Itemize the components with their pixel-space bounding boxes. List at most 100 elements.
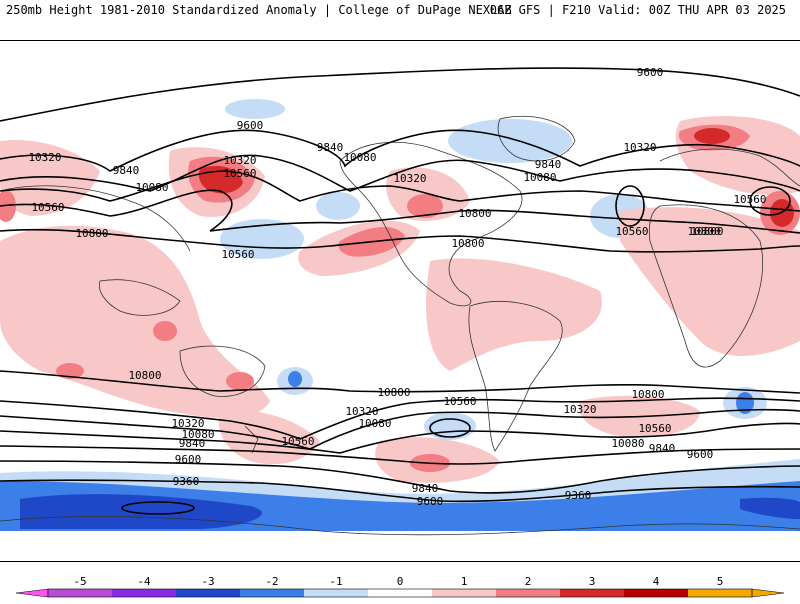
pos2-tasman (226, 372, 254, 390)
colorbar-tick-label: 4 (653, 575, 660, 588)
contour-label: 10320 (563, 403, 596, 416)
colorbar-seg-neg3 (176, 589, 240, 597)
colorbar: -5 -4 -3 -2 -1 0 1 2 3 4 5 (0, 564, 800, 600)
contour-label: 10800 (687, 225, 720, 238)
contour-label: 10320 (28, 151, 61, 164)
neg1-alaska-gulf (316, 192, 360, 220)
model-valid-time: 06Z GFS | F210 Valid: 00Z THU APR 03 202… (489, 3, 786, 17)
contour-label: 10560 (221, 248, 254, 261)
contour-label: 9600 (175, 453, 202, 466)
contour-label: 9360 (565, 489, 592, 502)
contour-label: 10320 (223, 154, 256, 167)
contour-label: 10560 (223, 167, 256, 180)
contour-label: 10560 (733, 193, 766, 206)
contour-label: 10320 (345, 405, 378, 418)
contour-label: 9360 (173, 475, 200, 488)
map-title: 250mb Height 1981-2010 Standardized Anom… (6, 3, 512, 17)
contour-label: 9600 (687, 448, 714, 461)
contour-9600-south (0, 460, 800, 494)
colorbar-seg-zero-neg (368, 589, 400, 597)
contour-label: 10560 (638, 422, 671, 435)
colorbar-tick-label: -5 (73, 575, 86, 588)
anomaly-map: 9600 9600 9840 10080 10320 10560 10800 9… (0, 40, 800, 562)
contour-label: 10800 (377, 386, 410, 399)
colorbar-seg-zero-pos (400, 589, 432, 597)
australia-coast (179, 345, 266, 397)
neg1-greenland (448, 119, 572, 163)
contour-10080-south (0, 422, 800, 454)
colorbar-seg-pos2 (496, 589, 560, 597)
contour-label: 9840 (649, 442, 676, 455)
contour-10320-south (0, 408, 800, 450)
contour-9840-south (0, 445, 800, 465)
contour-label: 10320 (393, 172, 426, 185)
colorbar-seg-pos4 (624, 589, 688, 597)
colorbar-tick-label: 2 (525, 575, 532, 588)
contour-labels: 9600 9600 9840 10080 10320 10560 10800 9… (28, 66, 766, 508)
contour-label: 9840 (412, 482, 439, 495)
contour-label: 10080 (343, 151, 376, 164)
height-contours (0, 67, 800, 515)
contour-label: 9600 (237, 119, 264, 132)
contour-9360-south (0, 479, 800, 503)
pos3-europe (694, 128, 730, 144)
contour-label: 10800 (75, 227, 108, 240)
contour-label: 9840 (535, 158, 562, 171)
neg1-north-pacific (225, 99, 285, 119)
asia-coast (0, 185, 191, 252)
colorbar-seg-pos3 (560, 589, 624, 597)
map-canvas: 9600 9600 9840 10080 10320 10560 10800 9… (0, 66, 800, 536)
pos2-west-pacific-south (56, 363, 84, 379)
pos2-philippines (153, 321, 177, 341)
neg2-indian-ocean (736, 392, 754, 414)
new-zealand (244, 425, 259, 454)
colorbar-seg-neg1 (304, 589, 368, 597)
contour-10080-north (0, 154, 800, 192)
colorbar-tick-label: 3 (589, 575, 596, 588)
contour-10800-south (0, 370, 800, 394)
contour-label: 9840 (317, 141, 344, 154)
contour-label: 9600 (417, 495, 444, 508)
colorbar-max-arrow (751, 588, 785, 598)
colorbar-outline (47, 588, 753, 598)
contour-label: 10560 (31, 201, 64, 214)
neg1-aleutian-low (220, 219, 304, 259)
contour-label: 10320 (623, 141, 656, 154)
pos2-west-edge (0, 190, 16, 222)
colorbar-seg-neg5 (48, 589, 112, 597)
colorbar-seg-neg2 (240, 589, 304, 597)
colorbar-min-arrow (15, 588, 49, 598)
pos1-south-america (426, 258, 602, 371)
contour-label: 10080 (358, 417, 391, 430)
neg1-south-atlantic (424, 412, 476, 440)
antarctic-neg3-west (20, 494, 262, 529)
contour-label: 10800 (451, 237, 484, 250)
contour-10800-north (0, 228, 800, 253)
colorbar-ticks: -5 -4 -3 -2 -1 0 1 2 3 4 5 (73, 575, 723, 588)
contour-label: 10800 (128, 369, 161, 382)
contour-label: 10320 (171, 417, 204, 430)
colorbar-tick-label: 0 (397, 575, 404, 588)
contour-10560-north (0, 189, 800, 234)
colorbar-tick-label: -2 (265, 575, 278, 588)
contour-label: 10560 (281, 435, 314, 448)
contour-label: 9840 (179, 437, 206, 450)
pos1-nw-pacific (0, 140, 100, 216)
contour-label: 10080 (611, 437, 644, 450)
colorbar-seg-pos1 (432, 589, 496, 597)
antarctica-coast (0, 516, 800, 536)
colorbar-tick-label: 5 (717, 575, 724, 588)
contour-9600-north (0, 67, 800, 122)
contour-10320-north (0, 170, 800, 212)
contour-label: 10800 (458, 207, 491, 220)
contour-closed-low-north-atlantic (615, 185, 645, 227)
antarctic-neg3-east (740, 497, 800, 519)
contour-label: 10080 (181, 428, 214, 441)
contour-label: 10080 (135, 181, 168, 194)
contour-label: 9840 (113, 164, 140, 177)
contour-closed-low-antarctic (121, 501, 195, 515)
contour-label: 10800 (631, 388, 664, 401)
contour-label: 10080 (523, 171, 556, 184)
pos1-africa (620, 207, 800, 356)
pos2-west-us (407, 194, 443, 218)
